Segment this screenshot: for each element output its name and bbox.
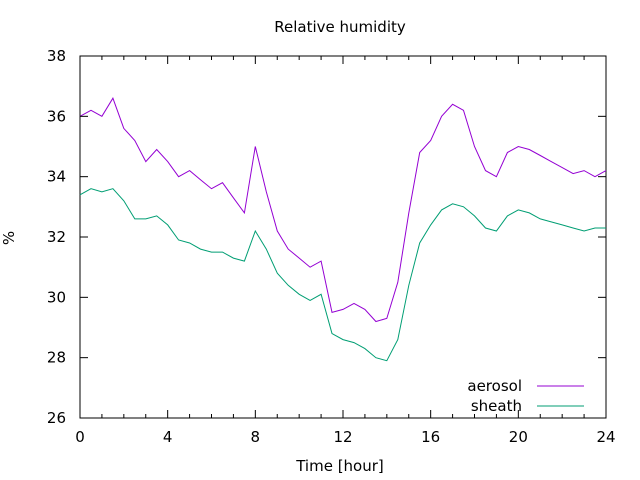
x-tick-label: 24 bbox=[596, 428, 615, 446]
y-tick-label: 36 bbox=[47, 107, 66, 125]
y-tick-label: 32 bbox=[47, 228, 66, 246]
y-tick-label: 28 bbox=[47, 349, 66, 367]
x-tick-label: 20 bbox=[509, 428, 528, 446]
y-tick-label: 38 bbox=[47, 47, 66, 65]
legend: aerosol sheath bbox=[467, 377, 584, 415]
y-tick-label: 34 bbox=[47, 168, 66, 186]
x-tick-label: 16 bbox=[421, 428, 440, 446]
x-tick-label: 8 bbox=[251, 428, 261, 446]
legend-label-sheath: sheath bbox=[471, 397, 522, 415]
axes-layer: 26 28 30 32 34 36 38 0 4 8 12 16 20 24 bbox=[47, 47, 616, 446]
x-tick-label: 12 bbox=[333, 428, 352, 446]
plot-area bbox=[79, 55, 607, 419]
legend-label-aerosol: aerosol bbox=[467, 377, 522, 395]
y-tick-label: 26 bbox=[47, 409, 66, 427]
series-line-aerosol bbox=[79, 97, 607, 323]
y-axis-label: % bbox=[0, 231, 18, 245]
x-axis-label: Time [hour] bbox=[295, 457, 384, 475]
chart-title: Relative humidity bbox=[274, 18, 406, 36]
x-tick-label: 4 bbox=[163, 428, 173, 446]
x-tick-label: 0 bbox=[75, 428, 85, 446]
plot-frame bbox=[79, 55, 607, 419]
y-tick-label: 30 bbox=[47, 288, 66, 306]
series-line-sheath bbox=[79, 188, 606, 362]
series-layer bbox=[79, 97, 607, 362]
